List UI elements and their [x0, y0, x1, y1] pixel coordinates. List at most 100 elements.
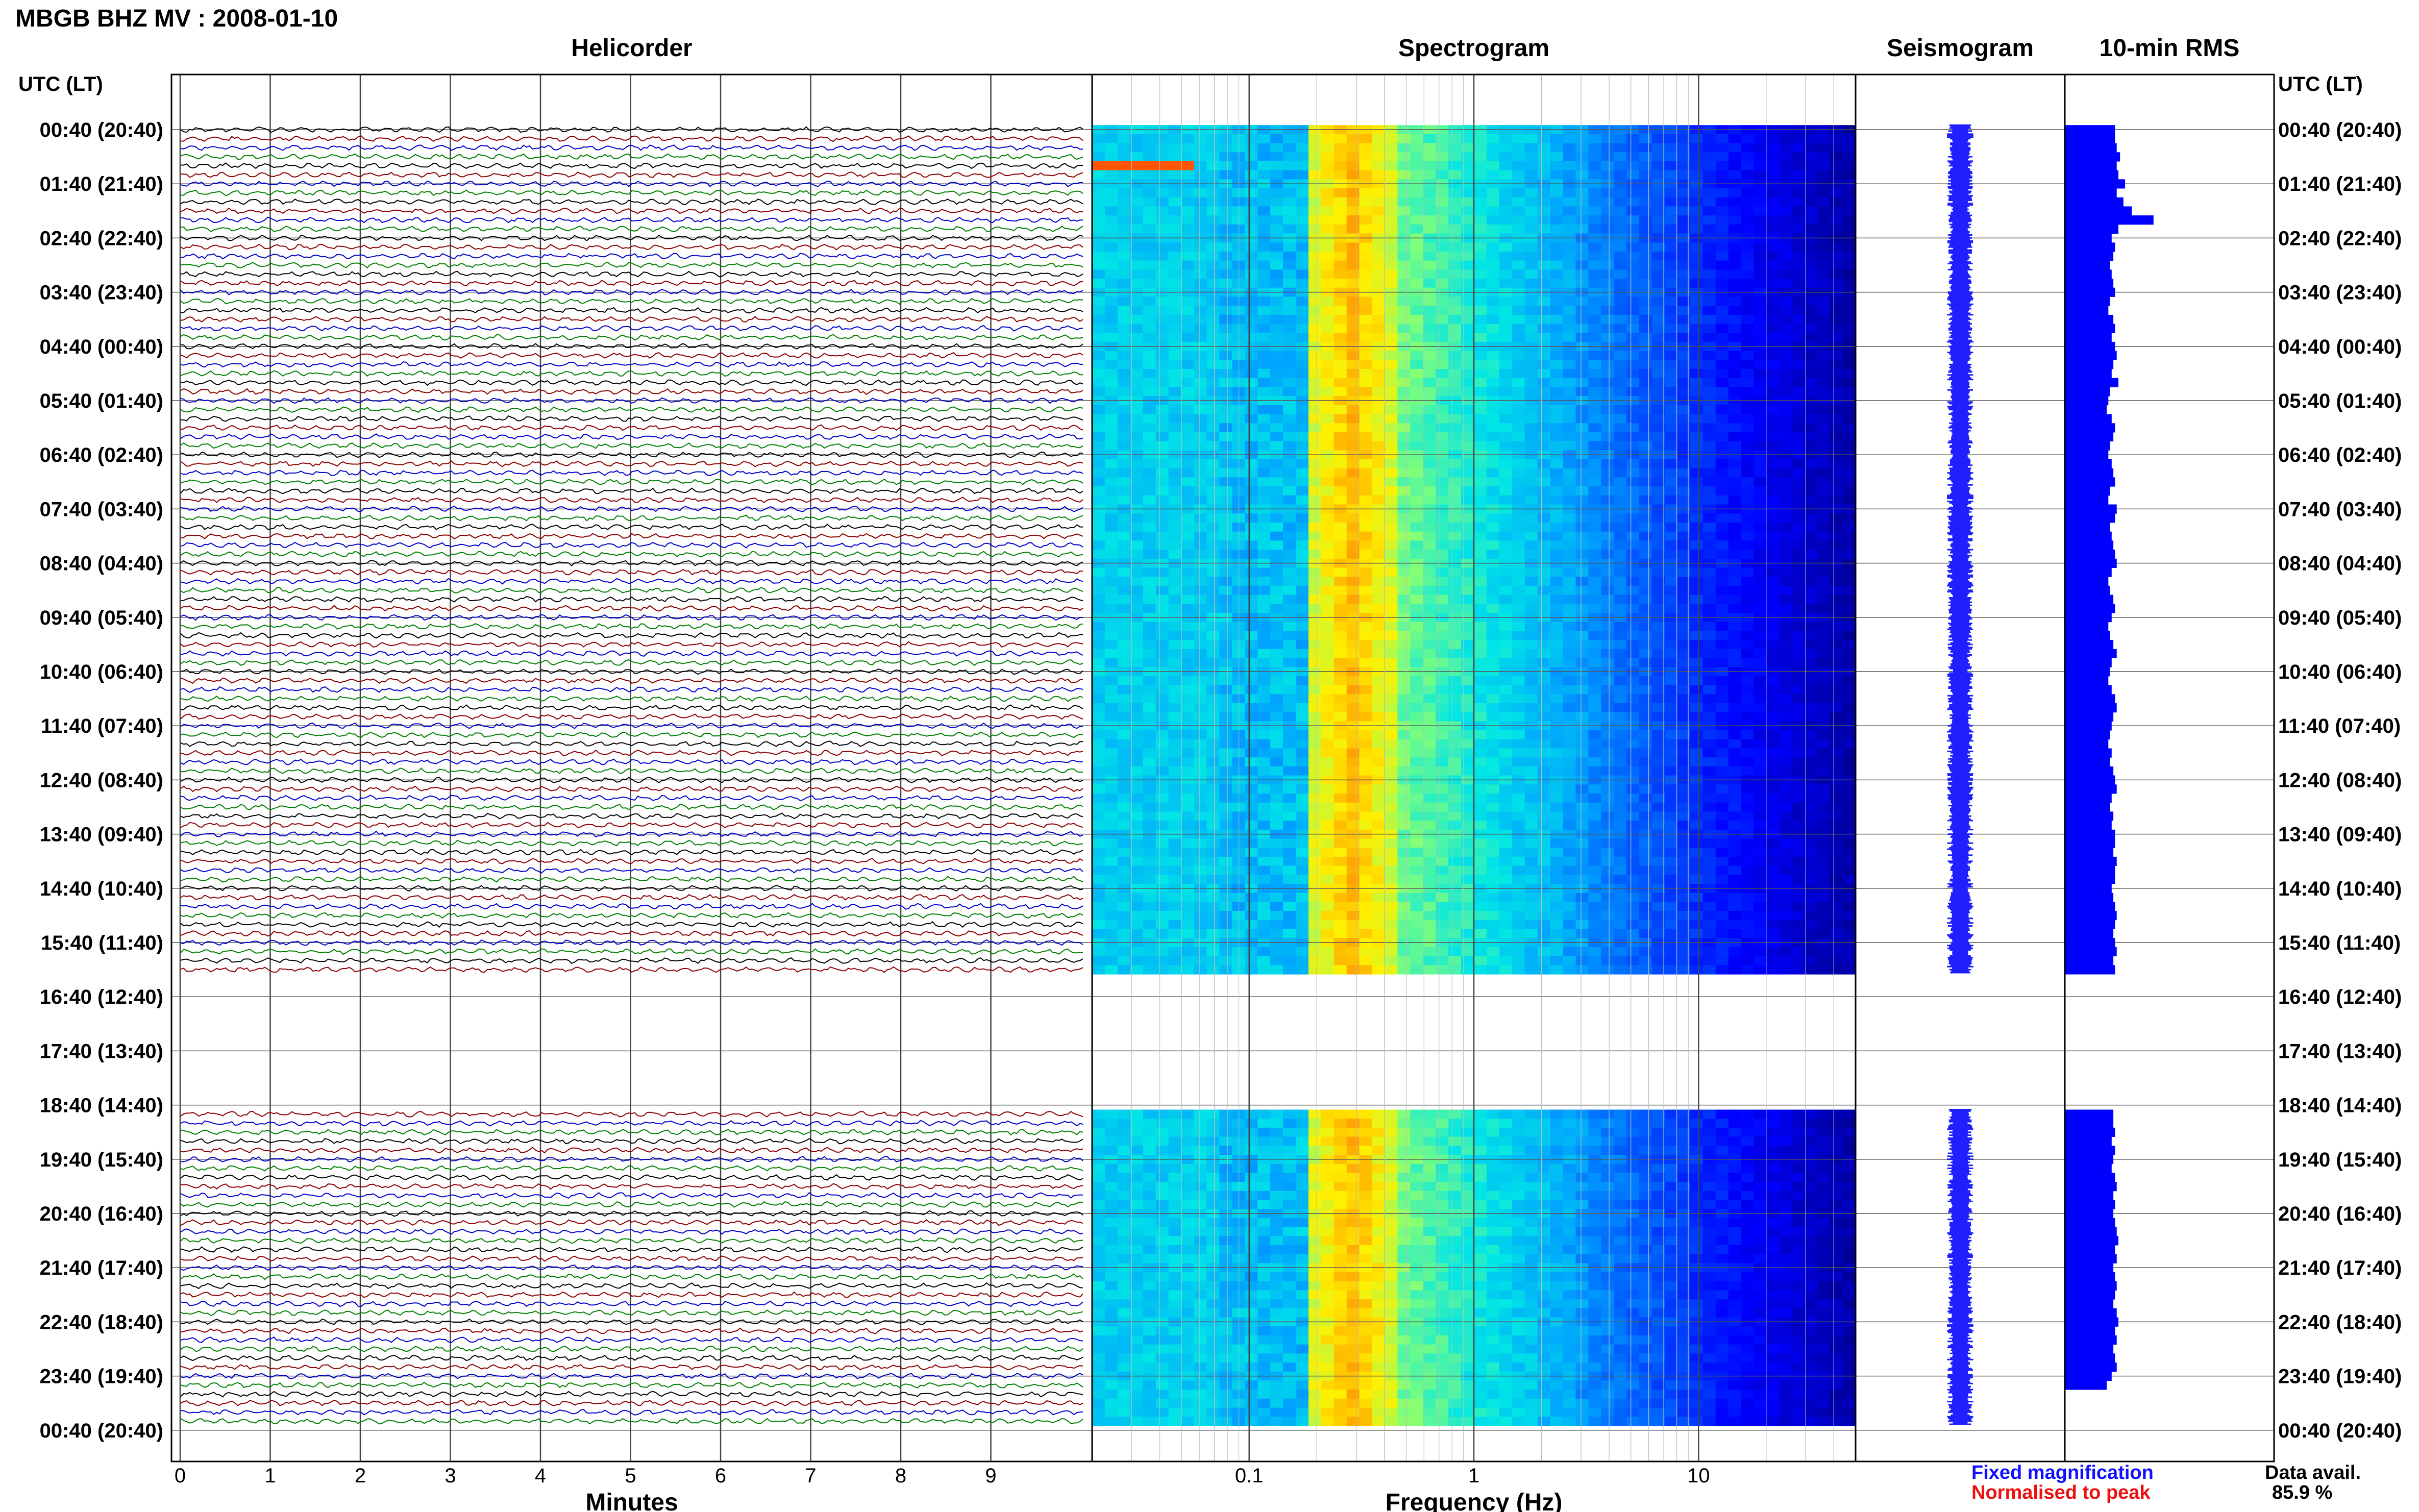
- spectrogram-cell: [1436, 685, 1449, 695]
- spectrogram-cell: [1219, 631, 1232, 640]
- spectrogram-cell: [1346, 658, 1360, 667]
- spectrogram-cell: [1754, 631, 1767, 640]
- spectrogram-cell: [1741, 522, 1755, 532]
- spectrogram-cell: [1817, 712, 1831, 722]
- spectrogram-cell: [1614, 324, 1627, 333]
- spectrogram-cell: [1257, 459, 1271, 469]
- spectrogram-cell: [1805, 206, 1818, 216]
- spectrogram-cell: [1537, 550, 1551, 559]
- spectrogram-cell: [1652, 748, 1665, 758]
- spectrogram-cell: [1194, 531, 1207, 541]
- spectrogram-cell: [1741, 306, 1755, 315]
- spectrogram-cell: [1092, 513, 1105, 523]
- spectrogram-cell: [1550, 739, 1564, 749]
- spectrogram-cell: [1614, 369, 1627, 379]
- spectrogram-cell: [1423, 685, 1436, 695]
- spectrogram-cell: [1639, 794, 1652, 803]
- spectrogram-cell: [1448, 324, 1462, 333]
- spectrogram-cell: [1194, 676, 1207, 686]
- spectrogram-cell: [1766, 143, 1780, 153]
- spectrogram-cell: [1665, 152, 1678, 162]
- spectrogram-cell: [1219, 676, 1232, 686]
- spectrogram-cell: [1423, 856, 1436, 866]
- spectrogram-cell: [1245, 360, 1258, 369]
- spectrogram-cell: [1524, 251, 1538, 261]
- spectrogram-cell: [1524, 351, 1538, 360]
- spectrogram-cell: [1614, 757, 1627, 767]
- spectrogram-cell: [1206, 269, 1220, 279]
- spectrogram-cell: [1346, 640, 1360, 650]
- spectrogram-cell: [1270, 333, 1283, 342]
- spectrogram-cell: [1512, 540, 1525, 550]
- spectrogram-cell: [1194, 567, 1207, 577]
- spectrogram-cell: [1372, 333, 1386, 342]
- spectrogram-cell: [1690, 170, 1704, 180]
- spectrogram-cell: [1104, 856, 1118, 866]
- spectrogram-cell: [1130, 314, 1144, 325]
- spectrogram-cell: [1308, 622, 1322, 631]
- spectrogram-cell: [1499, 649, 1513, 659]
- spectrogram-cell: [1817, 143, 1831, 153]
- spectrogram-cell: [1372, 360, 1386, 369]
- spectrogram-cell: [1588, 351, 1602, 360]
- spectrogram-cell: [1436, 134, 1449, 144]
- spectrogram-cell: [1436, 306, 1449, 315]
- spectrogram-cell: [1690, 838, 1704, 848]
- spectrogram-cell: [1410, 739, 1423, 749]
- spectrogram-cell: [1321, 432, 1335, 442]
- spectrogram-cell: [1474, 540, 1487, 550]
- spectrogram-cell: [1321, 242, 1335, 252]
- spectrogram-cell: [1715, 269, 1729, 279]
- spectrogram-cell: [1486, 224, 1500, 234]
- spectrogram-cell: [1805, 134, 1818, 144]
- spectrogram-cell: [1677, 333, 1691, 342]
- spectrogram-cell: [1423, 360, 1436, 369]
- spectrogram-cell: [1397, 748, 1411, 758]
- spectrogram-cell: [1168, 622, 1182, 631]
- spectrogram-cell: [1537, 324, 1551, 333]
- spectrogram-cell: [1601, 324, 1614, 333]
- spectrogram-cell: [1257, 468, 1271, 478]
- spectrogram-cell: [1117, 251, 1131, 261]
- spectrogram-cell: [1359, 161, 1373, 171]
- spectrogram-cell: [1117, 324, 1131, 333]
- spectrogram-cell: [1588, 242, 1602, 252]
- spectrogram-cell: [1168, 206, 1182, 216]
- spectrogram-cell: [1728, 838, 1742, 848]
- spectrogram-cell: [1575, 838, 1589, 848]
- spectrogram-cell: [1092, 143, 1105, 153]
- spectrogram-cell: [1104, 649, 1118, 659]
- spectrogram-cell: [1690, 703, 1704, 713]
- spectrogram-cell: [1206, 197, 1220, 207]
- spectrogram-cell: [1614, 748, 1627, 758]
- spectrogram-cell: [1754, 739, 1767, 749]
- spectrogram-cell: [1601, 351, 1614, 360]
- spectrogram-cell: [1308, 631, 1322, 640]
- spectrogram-cell: [1308, 459, 1322, 469]
- spectrogram-cell: [1334, 296, 1347, 306]
- spectrogram-cell: [1245, 486, 1258, 496]
- spectrogram-cell: [1130, 360, 1144, 369]
- spectrogram-cell: [1792, 540, 1805, 550]
- spectrogram-cell: [1512, 486, 1525, 496]
- spectrogram-cell: [1792, 369, 1805, 379]
- spectrogram-cell: [1410, 848, 1423, 857]
- spectrogram-cell: [1168, 477, 1182, 487]
- spectrogram-cell: [1766, 739, 1780, 749]
- spectrogram-cell: [1283, 206, 1296, 216]
- spectrogram-cell: [1805, 550, 1818, 559]
- spectrogram-cell: [1436, 143, 1449, 153]
- spectrogram-cell: [1346, 405, 1360, 415]
- spectrogram-cell: [1677, 577, 1691, 586]
- spectrogram-cell: [1423, 676, 1436, 686]
- spectrogram-cell: [1436, 622, 1449, 631]
- spectrogram-cell: [1652, 622, 1665, 631]
- spectrogram-cell: [1792, 378, 1805, 387]
- spectrogram-cell: [1715, 459, 1729, 469]
- spectrogram-cell: [1715, 405, 1729, 415]
- spectrogram-cell: [1817, 757, 1831, 767]
- spectrogram-cell: [1550, 260, 1564, 270]
- spectrogram-cell: [1499, 739, 1513, 749]
- spectrogram-cell: [1397, 703, 1411, 713]
- spectrogram-cell: [1614, 441, 1627, 451]
